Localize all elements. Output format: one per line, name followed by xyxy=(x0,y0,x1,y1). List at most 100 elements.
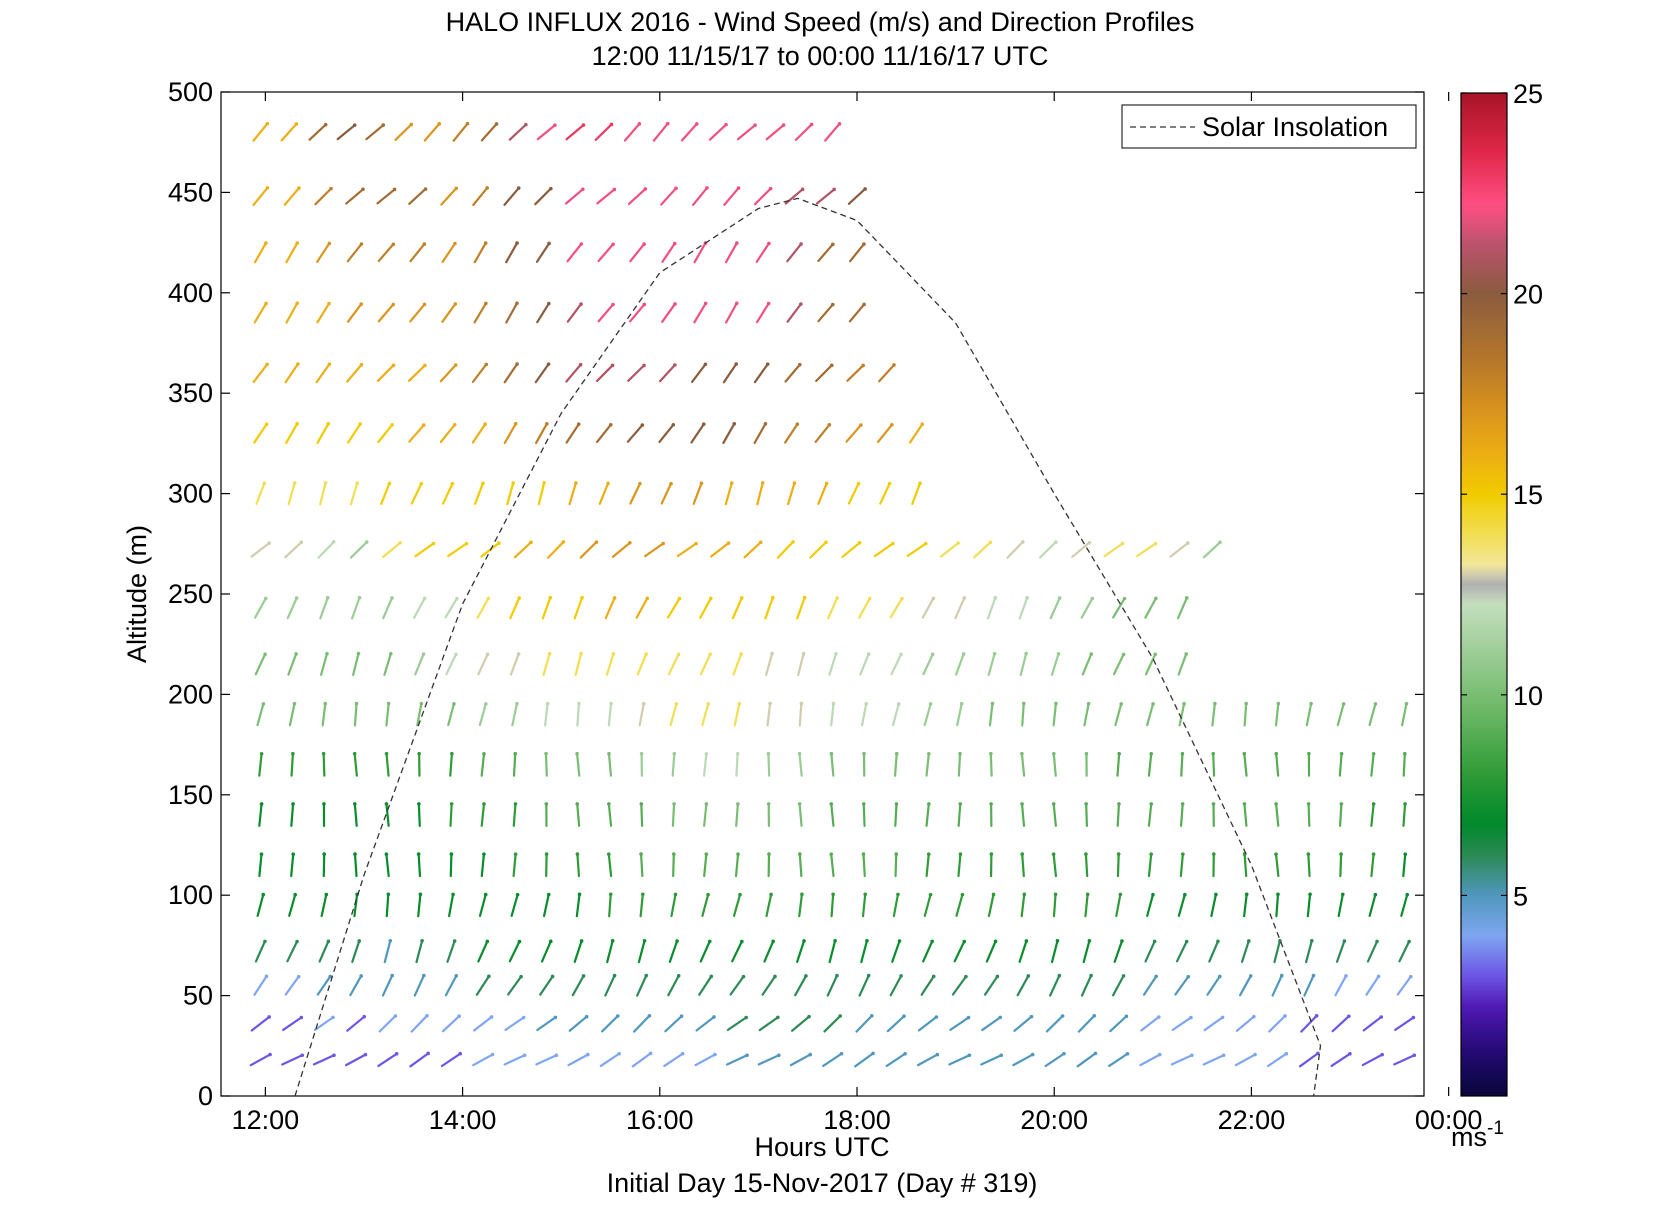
wind-vector xyxy=(894,852,898,878)
wind-vector xyxy=(1306,893,1312,918)
wind-vector-head xyxy=(294,122,299,126)
wind-vector-head xyxy=(767,241,771,246)
wind-vector xyxy=(508,123,527,141)
wind-vector xyxy=(1307,852,1311,878)
wind-vector-head xyxy=(262,481,267,486)
wind-vector-head xyxy=(799,701,804,706)
wind-vector-head xyxy=(699,481,704,486)
wind-vector xyxy=(889,974,903,997)
wind-vector xyxy=(1402,752,1406,777)
wind-vector xyxy=(637,939,646,964)
wind-vector xyxy=(319,596,329,620)
wind-vector xyxy=(652,122,669,142)
wind-vector xyxy=(724,241,738,264)
wind-vector-head xyxy=(1348,1051,1352,1056)
solar-insolation-curve xyxy=(294,197,1322,1097)
wind-vector-head xyxy=(464,541,469,546)
wind-vector xyxy=(573,939,583,963)
wind-vector-head xyxy=(1306,852,1311,856)
wind-vector-head xyxy=(267,541,271,545)
wind-vector-head xyxy=(544,852,549,856)
wind-vector-head xyxy=(484,362,489,367)
wind-vector-head xyxy=(358,422,362,426)
wind-vector-head xyxy=(800,892,804,897)
wind-vector-head xyxy=(359,242,364,246)
wind-vector-head xyxy=(261,892,266,897)
wind-vector xyxy=(316,242,331,263)
wind-vector-head xyxy=(292,701,297,706)
wind-vector xyxy=(827,596,839,620)
wind-vector xyxy=(444,597,458,619)
wind-vector-head xyxy=(1149,802,1154,806)
wind-vector xyxy=(908,423,924,444)
wind-vector xyxy=(250,542,271,558)
wind-vector xyxy=(503,1054,526,1066)
wind-vector-head xyxy=(866,973,871,978)
wind-vector-head xyxy=(864,701,869,706)
wind-vector xyxy=(860,939,869,964)
wind-vector-head xyxy=(887,481,892,486)
wind-vector xyxy=(786,481,796,506)
wind-vector xyxy=(440,187,458,206)
wind-vector xyxy=(409,242,426,263)
wind-vector-head xyxy=(1186,541,1190,545)
wind-vector xyxy=(731,940,743,963)
wind-vector xyxy=(1398,940,1411,963)
wind-vector-head xyxy=(1025,595,1029,600)
wind-vector-head xyxy=(1154,974,1158,979)
wind-vector xyxy=(441,1015,461,1033)
wind-vector-head xyxy=(579,242,584,246)
wind-vector xyxy=(817,243,834,263)
wind-vector xyxy=(312,1054,336,1066)
wind-vector-head xyxy=(1120,541,1125,546)
wind-vector-head xyxy=(421,423,426,427)
axis-ticks: 12:00 14:00 16:00 18:00 20:00 22:00 00:00 0 50 10… xyxy=(168,77,1483,1135)
wind-vector xyxy=(983,975,999,996)
wind-vector-head xyxy=(291,751,295,756)
wind-vector xyxy=(954,652,965,676)
wind-vector xyxy=(629,303,646,323)
wind-vector-head xyxy=(490,1052,495,1057)
wind-vector-head xyxy=(297,186,301,190)
wind-vector xyxy=(723,186,740,206)
wind-vector xyxy=(414,652,425,676)
wind-vector xyxy=(1362,1015,1383,1032)
wind-vector-head xyxy=(920,422,925,427)
wind-vector xyxy=(691,363,707,383)
wind-vector xyxy=(1071,541,1091,558)
wind-vector-head xyxy=(1181,852,1185,856)
wind-vector-head xyxy=(581,123,586,127)
wind-vector xyxy=(611,541,631,558)
wind-vector xyxy=(607,752,613,777)
wind-vector xyxy=(377,243,395,263)
wind-vector xyxy=(541,596,552,620)
wind-vector-head xyxy=(648,1051,653,1056)
wind-vector xyxy=(597,243,615,263)
wind-vector xyxy=(988,702,994,727)
wind-vector-head xyxy=(1339,802,1344,806)
wind-vector-head xyxy=(1221,1053,1226,1058)
wind-vector xyxy=(568,1015,588,1032)
wind-vector xyxy=(480,802,486,827)
wind-vector-head xyxy=(612,596,617,600)
wind-vector-head xyxy=(644,652,648,656)
wind-vector xyxy=(254,597,267,619)
wind-vector xyxy=(286,596,298,620)
wind-vector xyxy=(1240,939,1250,963)
wind-vector xyxy=(694,1053,717,1067)
wind-vector xyxy=(1021,853,1025,878)
wind-vector xyxy=(861,893,867,918)
wind-vector-head xyxy=(299,1015,304,1020)
wind-vector xyxy=(732,652,743,676)
wind-vector-head xyxy=(487,974,491,979)
wind-vector xyxy=(414,542,435,558)
wind-vector-head xyxy=(705,186,709,190)
wind-vector-head xyxy=(546,362,551,366)
wind-vector-head xyxy=(1057,596,1062,600)
wind-vector xyxy=(797,652,805,677)
wind-vector-head xyxy=(959,701,964,706)
wind-vector xyxy=(921,597,935,619)
wind-vector-head xyxy=(894,852,899,856)
colorbar-unit: ms-1 xyxy=(1451,1118,1504,1152)
wind-vector xyxy=(565,423,580,444)
